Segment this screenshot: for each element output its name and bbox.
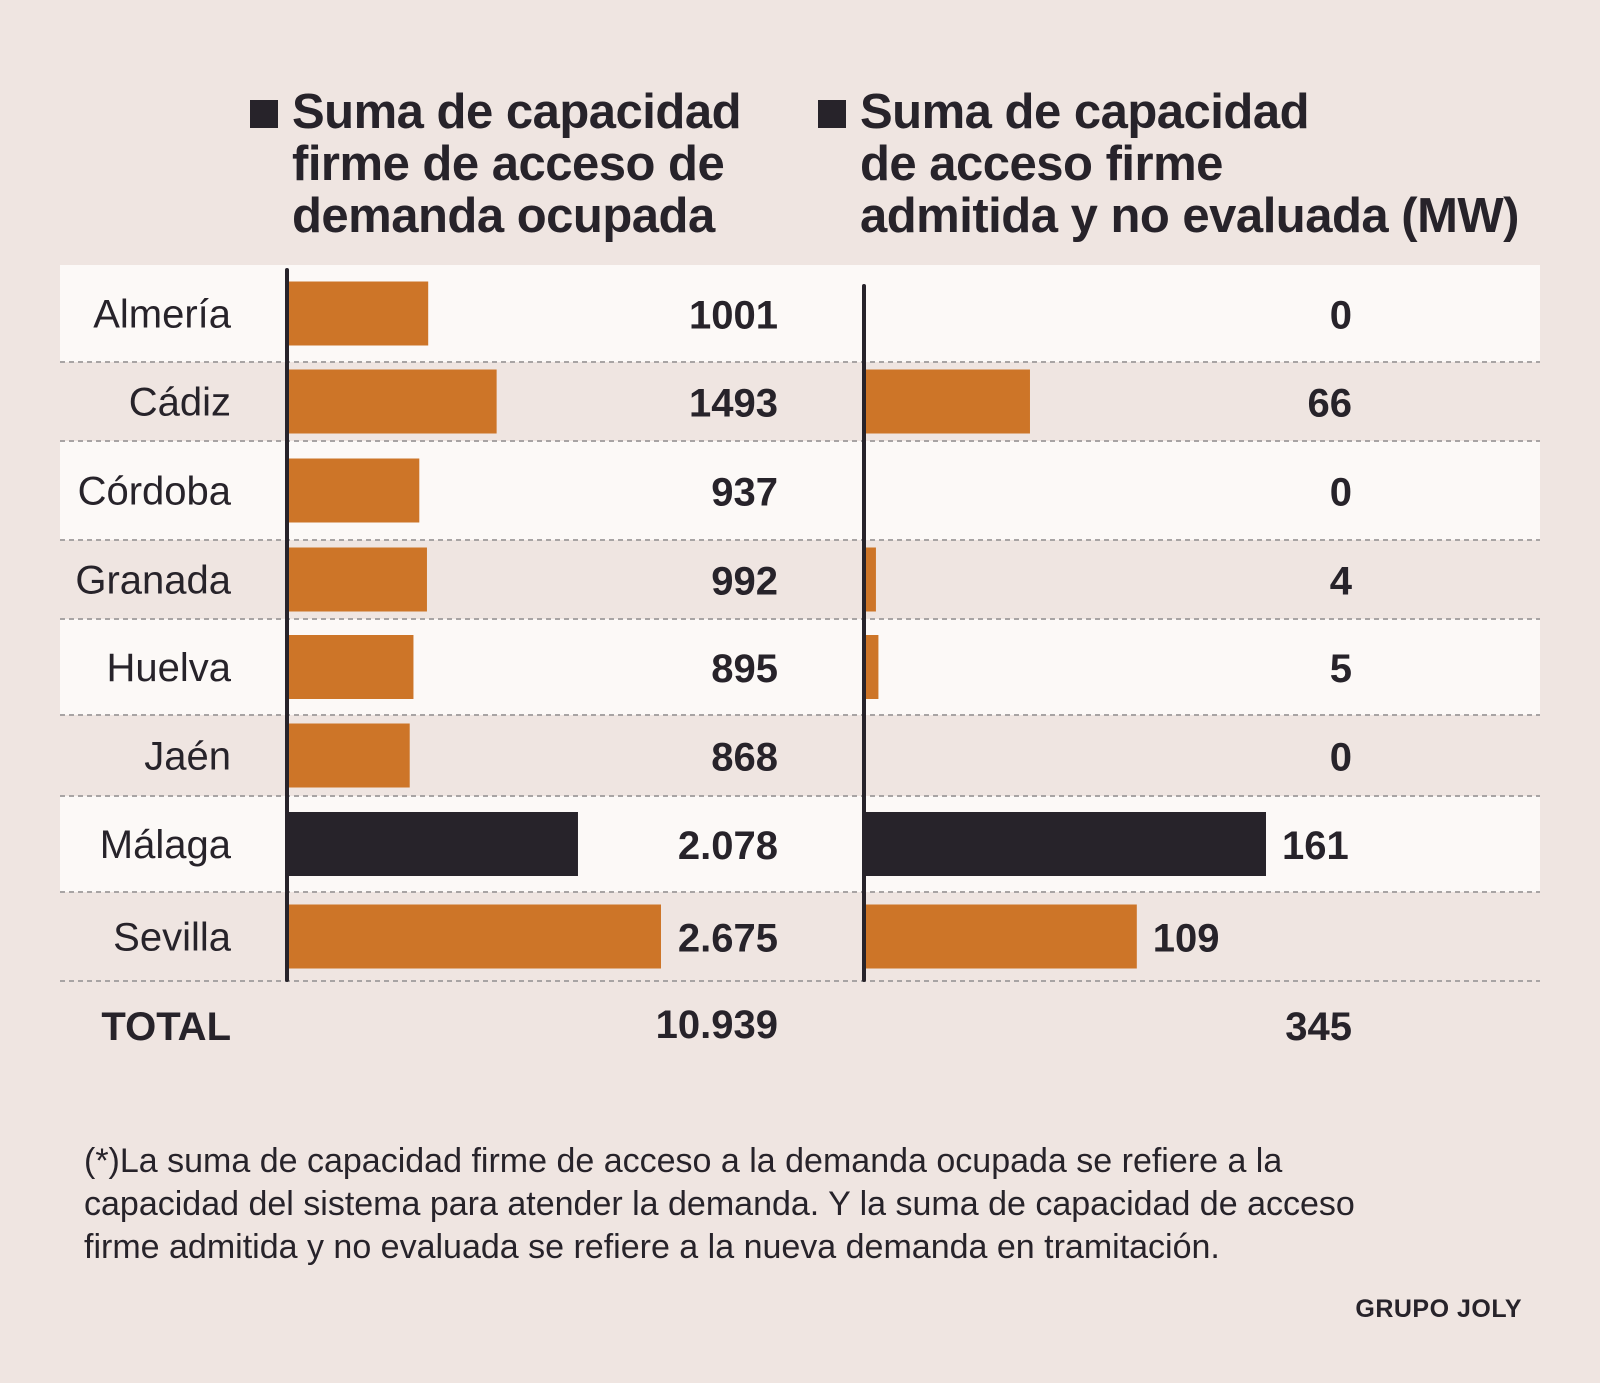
row-background	[60, 892, 1540, 981]
data-label: 0	[1330, 294, 1352, 338]
category-label: Almería	[93, 293, 232, 337]
category-label: Málaga	[100, 823, 232, 867]
bar	[866, 812, 1266, 876]
footnote: (*)La suma de capacidad firme de acceso …	[84, 1142, 1355, 1266]
data-label: 161	[1282, 824, 1349, 868]
bar	[289, 281, 429, 346]
row-background	[60, 619, 1540, 715]
data-label: 2.078	[678, 824, 778, 868]
bar	[289, 812, 578, 876]
data-label: 895	[711, 647, 778, 691]
bar	[866, 369, 1030, 434]
category-label: Granada	[75, 559, 231, 603]
bar	[289, 635, 414, 699]
data-label: 5	[1330, 647, 1352, 691]
total-label: TOTAL	[101, 1005, 231, 1049]
bar	[289, 547, 427, 612]
data-label: 2.675	[678, 917, 778, 961]
bar	[289, 904, 661, 969]
data-label: 937	[711, 471, 778, 515]
category-label: Jaén	[144, 735, 231, 779]
bar	[289, 458, 420, 523]
total-value: 345	[1285, 1005, 1352, 1049]
bar-chart: Almería 1001 0 Cádiz 1493 66 Córdoba 937 0 Granad…	[60, 265, 1540, 1049]
legend-label: Suma de capacidad de acceso firme admiti…	[860, 85, 1519, 243]
total-value: 10.939	[656, 1003, 778, 1047]
bar	[289, 723, 410, 788]
data-label: 868	[711, 736, 778, 780]
bar	[866, 635, 879, 699]
category-label: Córdoba	[78, 470, 232, 514]
data-label: 66	[1308, 382, 1353, 426]
row-background	[60, 265, 1540, 362]
category-label: Cádiz	[129, 381, 231, 425]
bar	[289, 369, 497, 434]
data-label: 4	[1330, 560, 1353, 604]
legend-swatch-square-icon	[818, 100, 846, 128]
category-label: Huelva	[106, 646, 231, 690]
data-label: 109	[1153, 917, 1220, 961]
data-label: 1493	[689, 382, 778, 426]
credit-label: GRUPO JOLY	[1355, 1295, 1522, 1323]
category-label: Sevilla	[113, 916, 232, 960]
data-label: 992	[711, 560, 778, 604]
data-label: 1001	[689, 294, 778, 338]
row-background	[60, 540, 1540, 619]
row-background	[60, 715, 1540, 796]
data-label: 0	[1330, 471, 1352, 515]
legend-swatch-square-icon	[250, 100, 278, 128]
bar	[866, 904, 1137, 969]
data-label: 0	[1330, 736, 1352, 780]
legend-label: Suma de capacidad firme de acceso de dem…	[292, 85, 742, 243]
bar	[866, 547, 876, 612]
row-background	[60, 441, 1540, 540]
